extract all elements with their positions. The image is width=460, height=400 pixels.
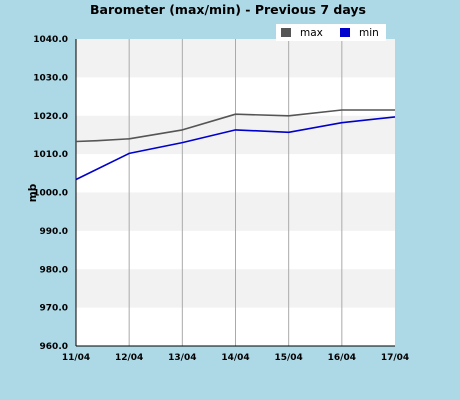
x-axis: 11/04 12/04 13/04 14/04 15/04 16/04 17/04 (62, 353, 409, 363)
y-tick-label: 1000.0 (33, 189, 68, 199)
legend: max min (276, 24, 386, 41)
y-tick-label: 1040.0 (33, 35, 68, 45)
y-axis-label: mb (27, 183, 39, 202)
series-layer (75, 109, 396, 181)
x-tick-label: 17/04 (381, 353, 409, 363)
legend-swatch-min (340, 28, 350, 37)
chart-title: Barometer (max/min) - Previous 7 days (90, 2, 366, 17)
x-tick-label: 14/04 (221, 353, 249, 363)
legend-label-max: max (300, 27, 323, 39)
series-line-min (75, 116, 396, 181)
x-tick-label: 15/04 (274, 353, 302, 363)
x-tick-label: 13/04 (168, 353, 196, 363)
y-tick-label: 1020.0 (33, 112, 68, 122)
y-tick-label: 1010.0 (33, 150, 68, 160)
y-tick-label: 970.0 (40, 304, 68, 314)
y-axis: 960.0 970.0 980.0 990.0 1000.0 1010.0 1020.0 10… (33, 35, 68, 352)
x-tick-label: 16/04 (328, 353, 356, 363)
y-tick-label: 1030.0 (33, 73, 68, 83)
series-line-max (75, 109, 395, 143)
legend-swatch-max (281, 28, 291, 37)
legend-box (276, 24, 386, 41)
x-tick-label: 12/04 (115, 353, 143, 363)
plot-area (75, 39, 395, 347)
y-tick-label: 960.0 (40, 342, 68, 352)
y-tick-label: 990.0 (40, 227, 68, 237)
legend-label-min: min (359, 27, 379, 39)
x-tick-label: 11/04 (62, 353, 90, 363)
y-tick-label: 980.0 (40, 265, 68, 275)
